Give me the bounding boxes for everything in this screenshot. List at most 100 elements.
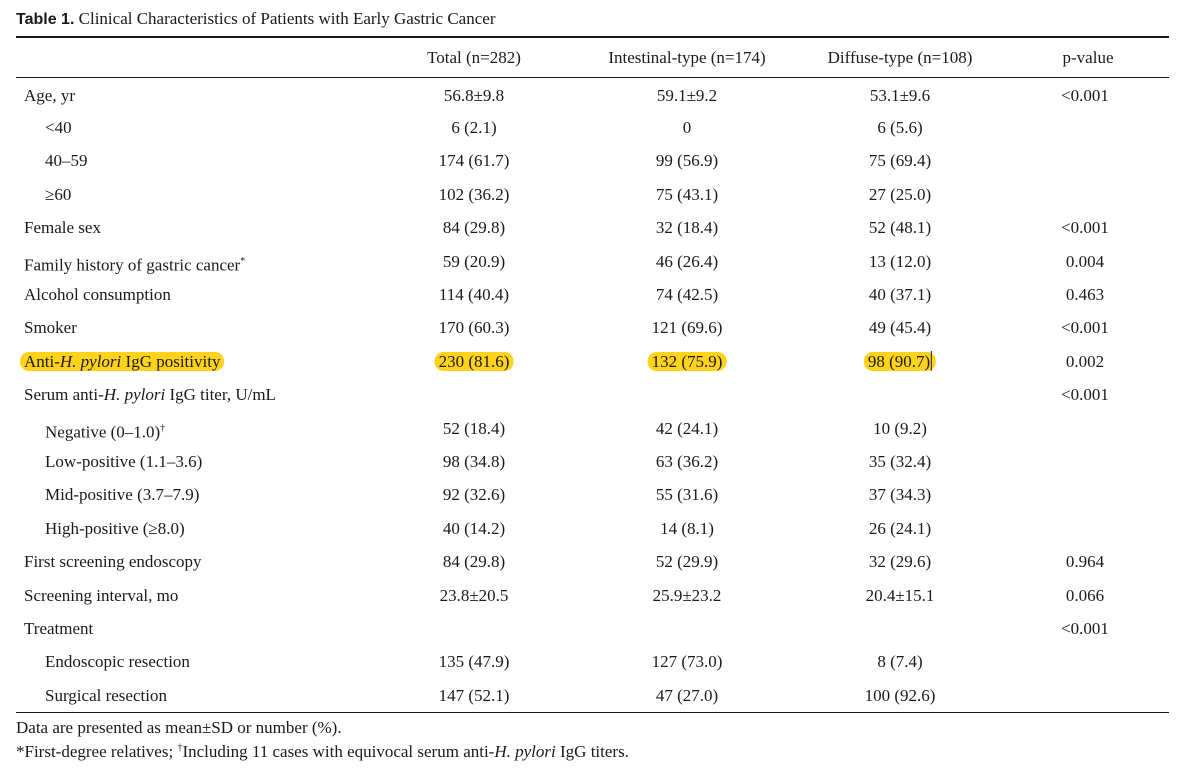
cell-diffuse: 53.1±9.6 — [869, 86, 931, 105]
cell-total: 170 (60.3) — [438, 318, 510, 337]
table-row: Female sex 84 (29.8) 32 (18.4) 52 (48.1)… — [0, 217, 1179, 250]
table-note-data-format: Data are presented as mean±SD or number … — [16, 718, 342, 737]
cell-intestinal: 75 (43.1) — [655, 185, 719, 204]
row-label: First screening endoscopy — [24, 552, 202, 571]
footnote-em: H. pylori — [494, 742, 556, 761]
cell-diffuse: 52 (48.1) — [868, 218, 932, 237]
cell-total: 59 (20.9) — [442, 252, 506, 271]
row-label: Family history of gastric cancer* — [24, 251, 245, 277]
cell-intestinal: 47 (27.0) — [655, 686, 719, 705]
cell-total: 114 (40.4) — [438, 285, 510, 304]
cell-intestinal: 42 (24.1) — [655, 419, 719, 438]
cell-p-value: <0.001 — [1061, 619, 1109, 638]
cell-p-value: 0.004 — [1065, 252, 1105, 271]
table-row: Low-positive (1.1–3.6) 98 (34.8) 63 (36.… — [0, 451, 1179, 484]
table-note-footnotes: *First-degree relatives; †Including 11 c… — [16, 742, 629, 762]
row-label-pre: Anti- — [24, 352, 60, 371]
table-row: Family history of gastric cancer* 59 (20… — [0, 251, 1179, 284]
cell-total: 174 (61.7) — [438, 151, 510, 170]
table-row: Negative (0–1.0)† 52 (18.4) 42 (24.1) 10… — [0, 418, 1179, 451]
row-label-em: H. pylori — [59, 352, 122, 371]
footnote-mark-dagger: † — [160, 423, 166, 434]
cell-diffuse: 27 (25.0) — [868, 185, 932, 204]
footnote-dagger-text: Including 11 cases with equivocal serum … — [182, 742, 495, 761]
table-row-highlighted: Anti-H. pylori IgG positivity 230 (81.6)… — [0, 351, 1179, 384]
cell-diffuse: 8 (7.4) — [877, 652, 923, 671]
cell-intestinal: 25.9±23.2 — [652, 586, 722, 605]
cell-intestinal: 63 (36.2) — [655, 452, 719, 471]
cell-p-value: 0.964 — [1065, 552, 1105, 571]
cell-diffuse: 6 (5.6) — [877, 118, 923, 137]
cell-diffuse: 32 (29.6) — [868, 552, 932, 571]
cell-p-value: 0.002 — [1065, 352, 1105, 371]
highlight-intestinal: 132 (75.9) — [647, 352, 727, 371]
cell-diffuse: 10 (9.2) — [873, 419, 927, 438]
footnote-asterisk-text: *First-degree relatives; — [16, 742, 178, 761]
cell-diffuse: 13 (12.0) — [868, 252, 932, 271]
row-label: Endoscopic resection — [45, 652, 190, 671]
cell-total: 98 (34.8) — [442, 452, 506, 471]
cell-diffuse: 37 (34.3) — [868, 485, 932, 504]
cell-total: 52 (18.4) — [442, 419, 506, 438]
cell-p-value: <0.001 — [1061, 218, 1109, 237]
header-rule — [16, 77, 1169, 78]
table-row: Alcohol consumption 114 (40.4) 74 (42.5)… — [0, 284, 1179, 317]
cell-p-value: <0.001 — [1061, 318, 1109, 337]
row-label-post: IgG positivity — [121, 352, 221, 371]
cell-total: 92 (32.6) — [442, 485, 506, 504]
footnote-dagger-mark: † — [177, 742, 183, 754]
table-row: Mid-positive (3.7–7.9) 92 (32.6) 55 (31.… — [0, 484, 1179, 517]
table-row: Endoscopic resection 135 (47.9) 127 (73.… — [0, 651, 1179, 684]
header-diffuse: Diffuse-type (n=108) — [827, 48, 973, 67]
cell-intestinal: 121 (69.6) — [651, 318, 723, 337]
cell-diffuse: 40 (37.1) — [868, 285, 932, 304]
header-p-value: p-value — [1062, 48, 1114, 67]
row-label: Mid-positive (3.7–7.9) — [45, 485, 200, 504]
cell-total: 147 (52.1) — [438, 686, 510, 705]
cell-diffuse: 26 (24.1) — [868, 519, 932, 538]
table-row: Serum anti-H. pylori IgG titer, U/mL <0.… — [0, 384, 1179, 417]
row-label: Screening interval, mo — [24, 586, 179, 605]
row-label-em: H. pylori — [103, 385, 166, 404]
row-label-text: Family history of gastric cancer — [24, 255, 241, 275]
cell-diffuse: 35 (32.4) — [868, 452, 932, 471]
table-row: Screening interval, mo 23.8±20.5 25.9±23… — [0, 585, 1179, 618]
footnote-mark-asterisk: * — [240, 256, 246, 267]
cell-total: 40 (14.2) — [442, 519, 506, 538]
cell-total: 102 (36.2) — [438, 185, 510, 204]
row-label: Smoker — [24, 318, 77, 337]
table-row: Smoker 170 (60.3) 121 (69.6) 49 (45.4) <… — [0, 317, 1179, 350]
row-label: Alcohol consumption — [24, 285, 171, 304]
row-label: Serum anti-H. pylori IgG titer, U/mL — [24, 384, 276, 406]
table-title: Clinical Characteristics of Patients wit… — [78, 9, 496, 28]
cell-total: 6 (2.1) — [451, 118, 497, 137]
cell-p-value: <0.001 — [1061, 385, 1109, 404]
row-label: 40–59 — [45, 151, 88, 170]
footnote-end: IgG titers. — [555, 742, 629, 761]
row-label: Negative (0–1.0)† — [45, 418, 165, 444]
cell-total: 84 (29.8) — [442, 218, 506, 237]
row-label-pre: Serum anti- — [24, 385, 104, 404]
cell-p-value: <0.001 — [1061, 86, 1109, 105]
header-intestinal: Intestinal-type (n=174) — [608, 48, 766, 67]
cell-intestinal: 0 — [682, 118, 692, 137]
row-label: Low-positive (1.1–3.6) — [45, 452, 203, 471]
cell-intestinal: 32 (18.4) — [655, 218, 719, 237]
row-label: Female sex — [24, 218, 101, 237]
cell-diffuse: 100 (92.6) — [864, 686, 936, 705]
highlight-diffuse: 98 (90.7) — [863, 351, 937, 371]
cell-total: 84 (29.8) — [442, 552, 506, 571]
cell-total: 135 (47.9) — [438, 652, 510, 671]
table-row: <40 6 (2.1) 0 6 (5.6) — [0, 117, 1179, 150]
highlight-total: 230 (81.6) — [434, 352, 514, 371]
row-label-post: IgG titer, U/mL — [165, 385, 276, 404]
table-row: ≥60 102 (36.2) 75 (43.1) 27 (25.0) — [0, 184, 1179, 217]
row-label: Anti-H. pylori IgG positivity — [20, 351, 225, 373]
cell-diffuse: 98 (90.7) — [863, 351, 937, 373]
table-caption: Table 1. Clinical Characteristics of Pat… — [16, 9, 495, 29]
row-label: <40 — [45, 118, 72, 137]
bottom-rule — [16, 712, 1169, 713]
table-row: Treatment <0.001 — [0, 618, 1179, 651]
text-cursor — [931, 351, 933, 371]
row-label: High-positive (≥8.0) — [45, 519, 185, 538]
